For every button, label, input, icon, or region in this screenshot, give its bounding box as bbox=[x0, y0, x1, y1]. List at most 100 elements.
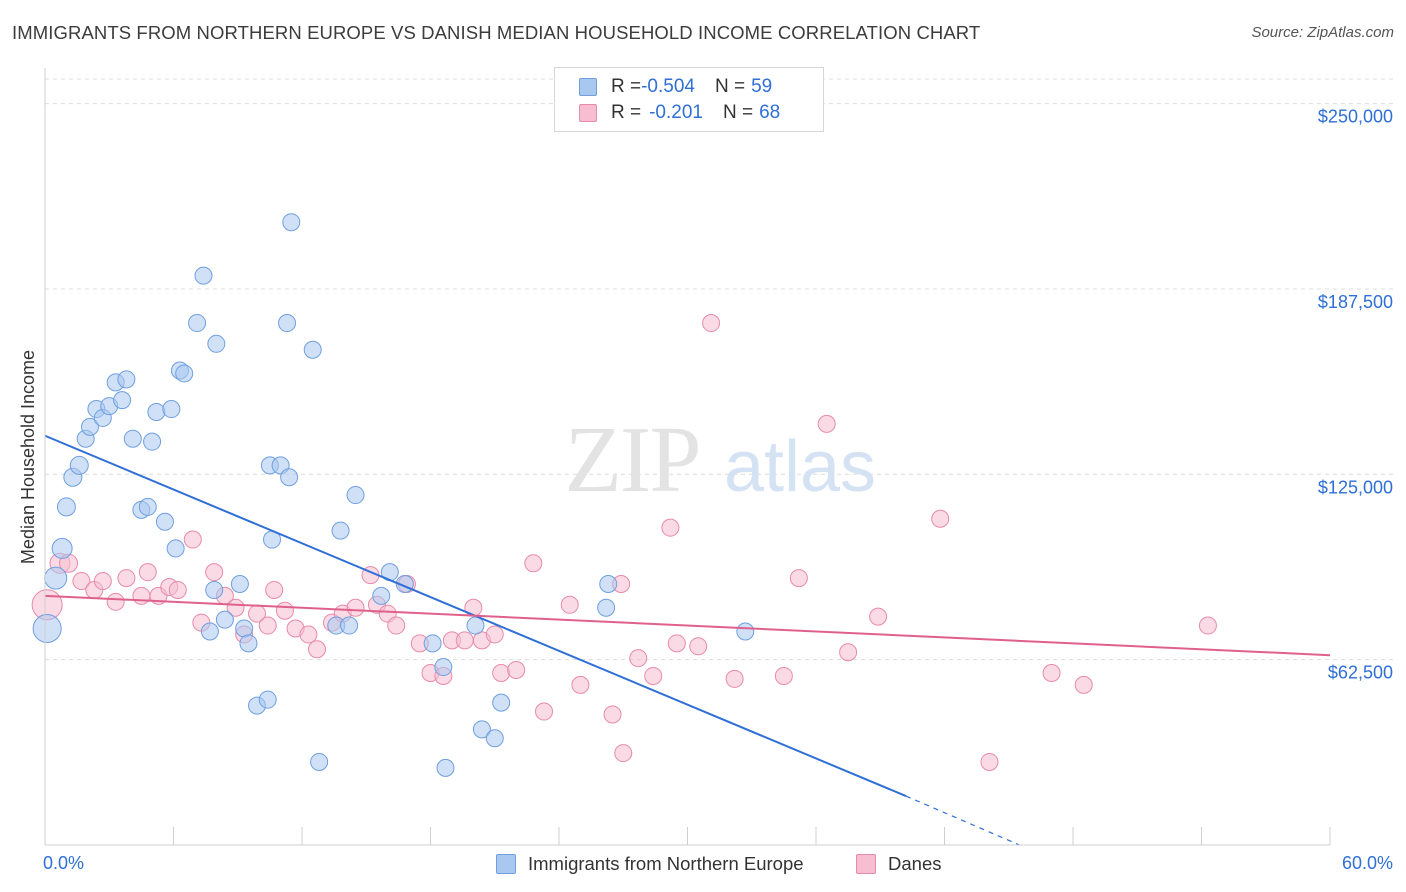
danes-point bbox=[689, 637, 708, 656]
danes-point bbox=[183, 530, 202, 549]
danes-point bbox=[507, 661, 526, 680]
y-tick-label: $125,000 bbox=[1318, 477, 1393, 497]
danes-point bbox=[205, 563, 224, 582]
x-tick-label: 60.0% bbox=[1342, 853, 1393, 873]
northern-europe-point bbox=[155, 512, 174, 531]
northern-europe-point bbox=[166, 539, 185, 558]
danes-point bbox=[346, 598, 365, 617]
legend-row-danes: R = -0.201 N = 68 bbox=[579, 101, 780, 125]
northern-europe-point bbox=[485, 729, 504, 748]
northern-europe-point bbox=[258, 690, 277, 709]
danes-point bbox=[560, 595, 579, 614]
y-axis-label: Median Household Income bbox=[18, 350, 38, 564]
bottom-legend-swatch-pink bbox=[856, 854, 876, 874]
danes-point bbox=[839, 643, 858, 662]
bottom-legend-swatch-blue bbox=[496, 854, 516, 874]
danes-point bbox=[117, 569, 136, 588]
watermark: ZIP atlas bbox=[565, 408, 877, 512]
danes-point bbox=[1074, 675, 1093, 694]
danes-point bbox=[661, 518, 680, 537]
danes-point bbox=[644, 666, 663, 685]
northern-europe-point bbox=[434, 658, 453, 677]
x-tick-label: 0.0% bbox=[43, 853, 84, 873]
northern-europe-point bbox=[56, 497, 76, 517]
danes-point bbox=[138, 563, 157, 582]
legend-r-value: -0.201 bbox=[649, 102, 703, 123]
tick-labels: $62,500 $125,000 $187,500 $250,000 0.0% 60.0% bbox=[43, 107, 1393, 873]
danes-point bbox=[667, 634, 686, 653]
northern-europe-point bbox=[492, 693, 511, 712]
danes-point bbox=[93, 572, 112, 591]
northern-europe-point bbox=[423, 634, 442, 653]
danes-point bbox=[168, 580, 187, 599]
northern-europe-point bbox=[143, 432, 162, 451]
danes-point bbox=[702, 314, 721, 333]
danes-point bbox=[817, 414, 836, 433]
northern-europe-point bbox=[310, 752, 329, 771]
legend-swatch-blue bbox=[579, 78, 597, 96]
northern-europe-point bbox=[51, 537, 73, 559]
northern-europe-point bbox=[599, 575, 618, 594]
legend-row-northern-europe: R = -0.504 N = 59 bbox=[579, 75, 772, 99]
northern-europe-trend-extension bbox=[905, 795, 1020, 846]
danes-point bbox=[307, 640, 326, 659]
danes-point bbox=[258, 616, 277, 635]
northern-europe-point bbox=[331, 521, 350, 540]
bottom-legend-label: Danes bbox=[888, 853, 942, 874]
northern-europe-point bbox=[436, 758, 455, 777]
danes-point bbox=[485, 625, 504, 644]
legend-n-value: 59 bbox=[751, 76, 773, 97]
danes-point bbox=[72, 572, 91, 591]
danes-points bbox=[31, 314, 1217, 771]
danes-point bbox=[725, 669, 744, 688]
northern-europe-point bbox=[466, 616, 485, 635]
trend-lines bbox=[44, 434, 1331, 846]
northern-europe-point bbox=[736, 622, 755, 641]
northern-europe-point bbox=[340, 616, 359, 635]
chart-title: IMMIGRANTS FROM NORTHERN EUROPE VS DANIS… bbox=[12, 22, 981, 43]
danes-point bbox=[614, 744, 633, 763]
northern-europe-point bbox=[239, 634, 258, 653]
legend-n-value: 68 bbox=[759, 102, 781, 123]
northern-europe-point bbox=[32, 614, 62, 644]
y-tick-label: $187,500 bbox=[1318, 292, 1393, 312]
northern-europe-point bbox=[372, 586, 391, 605]
northern-europe-points bbox=[32, 213, 755, 777]
legend-swatch-pink bbox=[579, 104, 597, 122]
northern-europe-point bbox=[138, 497, 157, 516]
bottom-legend-danes: Danes bbox=[856, 851, 941, 877]
legend-n-label: N = bbox=[714, 76, 746, 97]
northern-europe-point bbox=[162, 400, 181, 419]
bottom-legend-label: Immigrants from Northern Europe bbox=[528, 853, 804, 874]
grid-lines bbox=[45, 78, 1395, 661]
northern-europe-point bbox=[215, 610, 234, 629]
danes-point bbox=[1198, 616, 1217, 635]
watermark-zip: ZIP bbox=[565, 408, 700, 512]
danes-point bbox=[980, 752, 999, 771]
legend-r-label: R = bbox=[611, 76, 642, 97]
northern-europe-point bbox=[597, 598, 616, 617]
danes-point bbox=[524, 554, 543, 573]
northern-europe-point bbox=[280, 468, 299, 487]
danes-point bbox=[455, 631, 474, 650]
northern-europe-point bbox=[205, 580, 224, 599]
northern-europe-point bbox=[80, 417, 99, 436]
legend: R = -0.504 N = 59 R = -0.201 N = 68 bbox=[554, 67, 824, 132]
northern-europe-point bbox=[200, 622, 219, 641]
danes-point bbox=[132, 586, 151, 605]
danes-point bbox=[265, 580, 284, 599]
northern-europe-point bbox=[207, 334, 226, 353]
danes-point bbox=[492, 663, 511, 682]
danes-point bbox=[387, 616, 406, 635]
danes-point bbox=[774, 666, 793, 685]
northern-europe-point bbox=[346, 486, 365, 505]
axes bbox=[44, 68, 1331, 846]
danes-point bbox=[535, 702, 554, 721]
northern-europe-point bbox=[44, 566, 68, 590]
source-label: Source: ZipAtlas.com bbox=[1251, 24, 1394, 41]
northern-europe-point bbox=[230, 575, 249, 594]
northern-europe-point bbox=[303, 340, 322, 359]
danes-point bbox=[106, 592, 125, 611]
legend-r-label: R = bbox=[611, 102, 642, 123]
